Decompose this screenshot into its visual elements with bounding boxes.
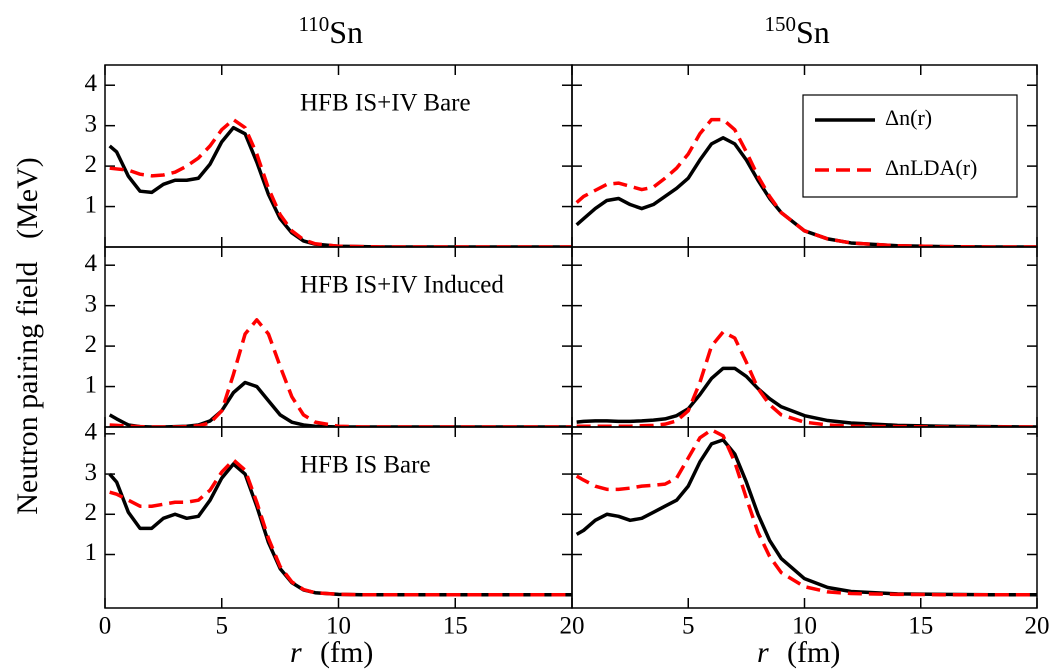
- column-title: 110Sn: [299, 12, 364, 51]
- series-line: [108, 125, 572, 247]
- title-mass: 150: [765, 12, 797, 36]
- x-tick-label: 20: [1025, 613, 1050, 640]
- title-mass: 110: [299, 12, 330, 36]
- y-tick-label: 3: [85, 459, 98, 486]
- x-tick-label: 15: [443, 613, 468, 640]
- y-tick-label: 2: [85, 151, 98, 178]
- y-tick-label: 4: [85, 70, 98, 97]
- title-element: Sn: [329, 14, 363, 50]
- series-line: [109, 318, 572, 427]
- plot-frame: [571, 246, 1038, 428]
- y-tick-label: 3: [85, 110, 98, 137]
- y-label: Neutron pairing field (MeV): [11, 157, 44, 514]
- y-tick-label: 1: [85, 191, 98, 218]
- series-line: [576, 330, 1037, 427]
- series-line: [575, 438, 1037, 597]
- legend-label: ΔnLDA(r): [885, 155, 977, 180]
- x-tick-label: 10: [326, 613, 351, 640]
- x-label-symbol: r: [290, 636, 302, 669]
- x-tick-label: 5: [216, 613, 229, 640]
- y-tick-label: 3: [85, 290, 98, 317]
- x-tick-label: 10: [792, 613, 817, 640]
- series-line: [109, 117, 572, 247]
- x-label: (fm): [787, 636, 840, 669]
- panel-label: HFB IS Bare: [300, 452, 431, 479]
- panel-label: HFB IS+IV Induced: [300, 272, 504, 299]
- x-label-symbol: r: [757, 636, 769, 669]
- x-tick-label: 0: [99, 613, 112, 640]
- x-tick-label: 20: [560, 613, 585, 640]
- y-tick-label: 4: [85, 419, 98, 446]
- plot-frame: [571, 426, 1038, 609]
- series-line: [108, 380, 572, 427]
- series-line: [108, 462, 572, 597]
- x-label: (fm): [320, 636, 373, 669]
- series-line: [576, 366, 1037, 427]
- y-tick-label: 4: [85, 250, 98, 277]
- x-tick-label: 15: [908, 613, 933, 640]
- y-tick-label: 1: [85, 371, 98, 398]
- series-line: [109, 458, 572, 597]
- y-tick-label: 2: [85, 331, 98, 358]
- y-tick-label: 1: [85, 539, 98, 566]
- series-line: [575, 428, 1037, 597]
- column-title: 150Sn: [765, 12, 830, 51]
- series-line: [575, 117, 1037, 247]
- legend-box: [802, 94, 1018, 198]
- y-tick-label: 2: [85, 499, 98, 526]
- x-tick-label: 5: [682, 613, 695, 640]
- panel-label: HFB IS+IV Bare: [300, 90, 471, 117]
- legend-label: Δn(r): [885, 105, 932, 130]
- title-element: Sn: [796, 14, 830, 50]
